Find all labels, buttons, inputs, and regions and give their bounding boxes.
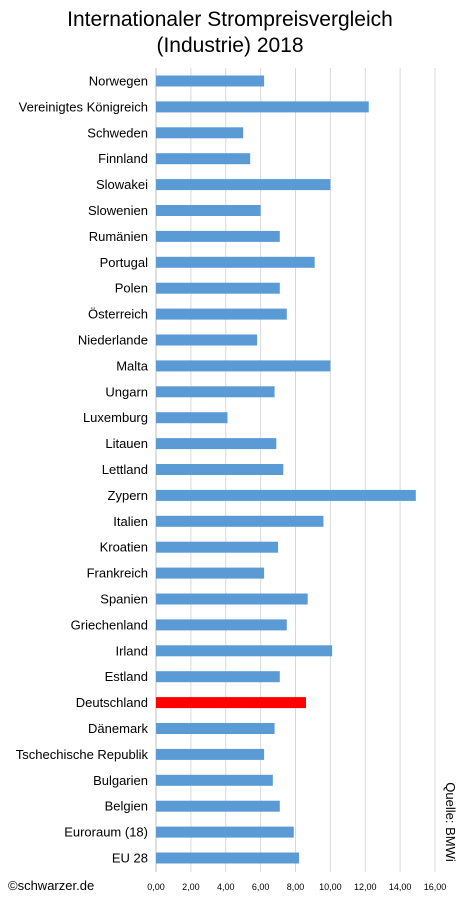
bar-highlight (156, 697, 306, 709)
bars (156, 75, 416, 864)
bar (156, 826, 294, 838)
category-label: Vereinigtes Königreich (19, 99, 148, 114)
bar (156, 619, 287, 631)
category-label: Frankreich (87, 566, 148, 581)
category-label: Niederlande (78, 333, 148, 348)
bar (156, 489, 416, 501)
category-label: Malta (116, 358, 149, 373)
bar (156, 515, 324, 527)
x-tick-labels: 0,00 2,00 4,00 6,00 8,00 10,00 12,00 14,00 16,00 (147, 882, 446, 892)
category-label: Griechenland (71, 617, 148, 632)
bar (156, 438, 277, 450)
category-label: Deutschland (76, 695, 148, 710)
category-label: Italien (113, 514, 148, 529)
category-label: Irland (115, 643, 148, 658)
bar (156, 852, 299, 864)
category-label: Finnland (98, 151, 148, 166)
credit-text: ©schwarzer.de (8, 878, 94, 893)
category-label: Belgien (105, 799, 148, 814)
bar (156, 334, 258, 346)
category-label: Euroraum (18) (64, 825, 148, 840)
bar (156, 101, 369, 113)
category-labels: Norwegen Vereinigtes Königreich Schweden Fi… (16, 74, 149, 866)
category-label: Slowenien (88, 203, 148, 218)
bar (156, 127, 244, 139)
category-label: Norwegen (89, 74, 148, 89)
chart-title-line2: (Industrie) 2018 (156, 34, 303, 57)
bar (156, 800, 280, 812)
bar (156, 360, 331, 372)
bar (156, 256, 315, 268)
bar (156, 75, 265, 87)
bar (156, 412, 228, 424)
x-tick-label: 10,00 (319, 882, 342, 892)
x-tick-label: 6,00 (252, 882, 270, 892)
bar (156, 153, 251, 165)
bar (156, 205, 261, 216)
bar (156, 671, 280, 683)
category-label: Ungarn (105, 384, 148, 399)
bar (156, 748, 265, 760)
category-label: Kroatien (100, 540, 148, 555)
gridlines (155, 68, 436, 872)
category-label: Bulgarien (93, 773, 148, 788)
category-label: Estland (105, 669, 148, 684)
category-label: Schweden (87, 125, 148, 140)
category-label: Litauen (105, 436, 148, 451)
bar (156, 541, 279, 553)
bar (156, 593, 308, 605)
bar (156, 645, 333, 657)
x-tick-label: 16,00 (424, 882, 447, 892)
category-label: Portugal (100, 255, 149, 270)
x-tick-label: 8,00 (287, 882, 305, 892)
category-label: Slowakei (96, 177, 148, 192)
category-label: Österreich (88, 307, 148, 322)
category-label: Lettland (102, 462, 148, 477)
chart-title-line1: Internationaler Strompreisvergleich (67, 8, 393, 31)
category-label: Spanien (100, 592, 148, 607)
source-text: Quelle: BMWi (443, 782, 458, 862)
bar (156, 723, 275, 734)
bar (156, 464, 284, 475)
bar (156, 774, 273, 786)
category-label: Zypern (108, 488, 148, 503)
category-label: EU 28 (112, 851, 148, 866)
x-tick-label: 14,00 (389, 882, 412, 892)
bar (156, 230, 280, 242)
category-label: Rumänien (89, 229, 148, 244)
category-label: Tschechische Republik (16, 747, 149, 762)
bar (156, 567, 265, 579)
bar (156, 386, 275, 398)
x-tick-label: 4,00 (217, 882, 235, 892)
category-label: Luxemburg (83, 410, 148, 425)
x-tick-label: 0,00 (147, 882, 165, 892)
bar (156, 282, 280, 294)
category-label: Polen (115, 281, 148, 296)
x-tick-label: 2,00 (182, 882, 200, 892)
bar (156, 308, 287, 320)
bar (156, 179, 331, 191)
x-tick-label: 12,00 (354, 882, 377, 892)
category-label: Dänemark (88, 721, 148, 736)
